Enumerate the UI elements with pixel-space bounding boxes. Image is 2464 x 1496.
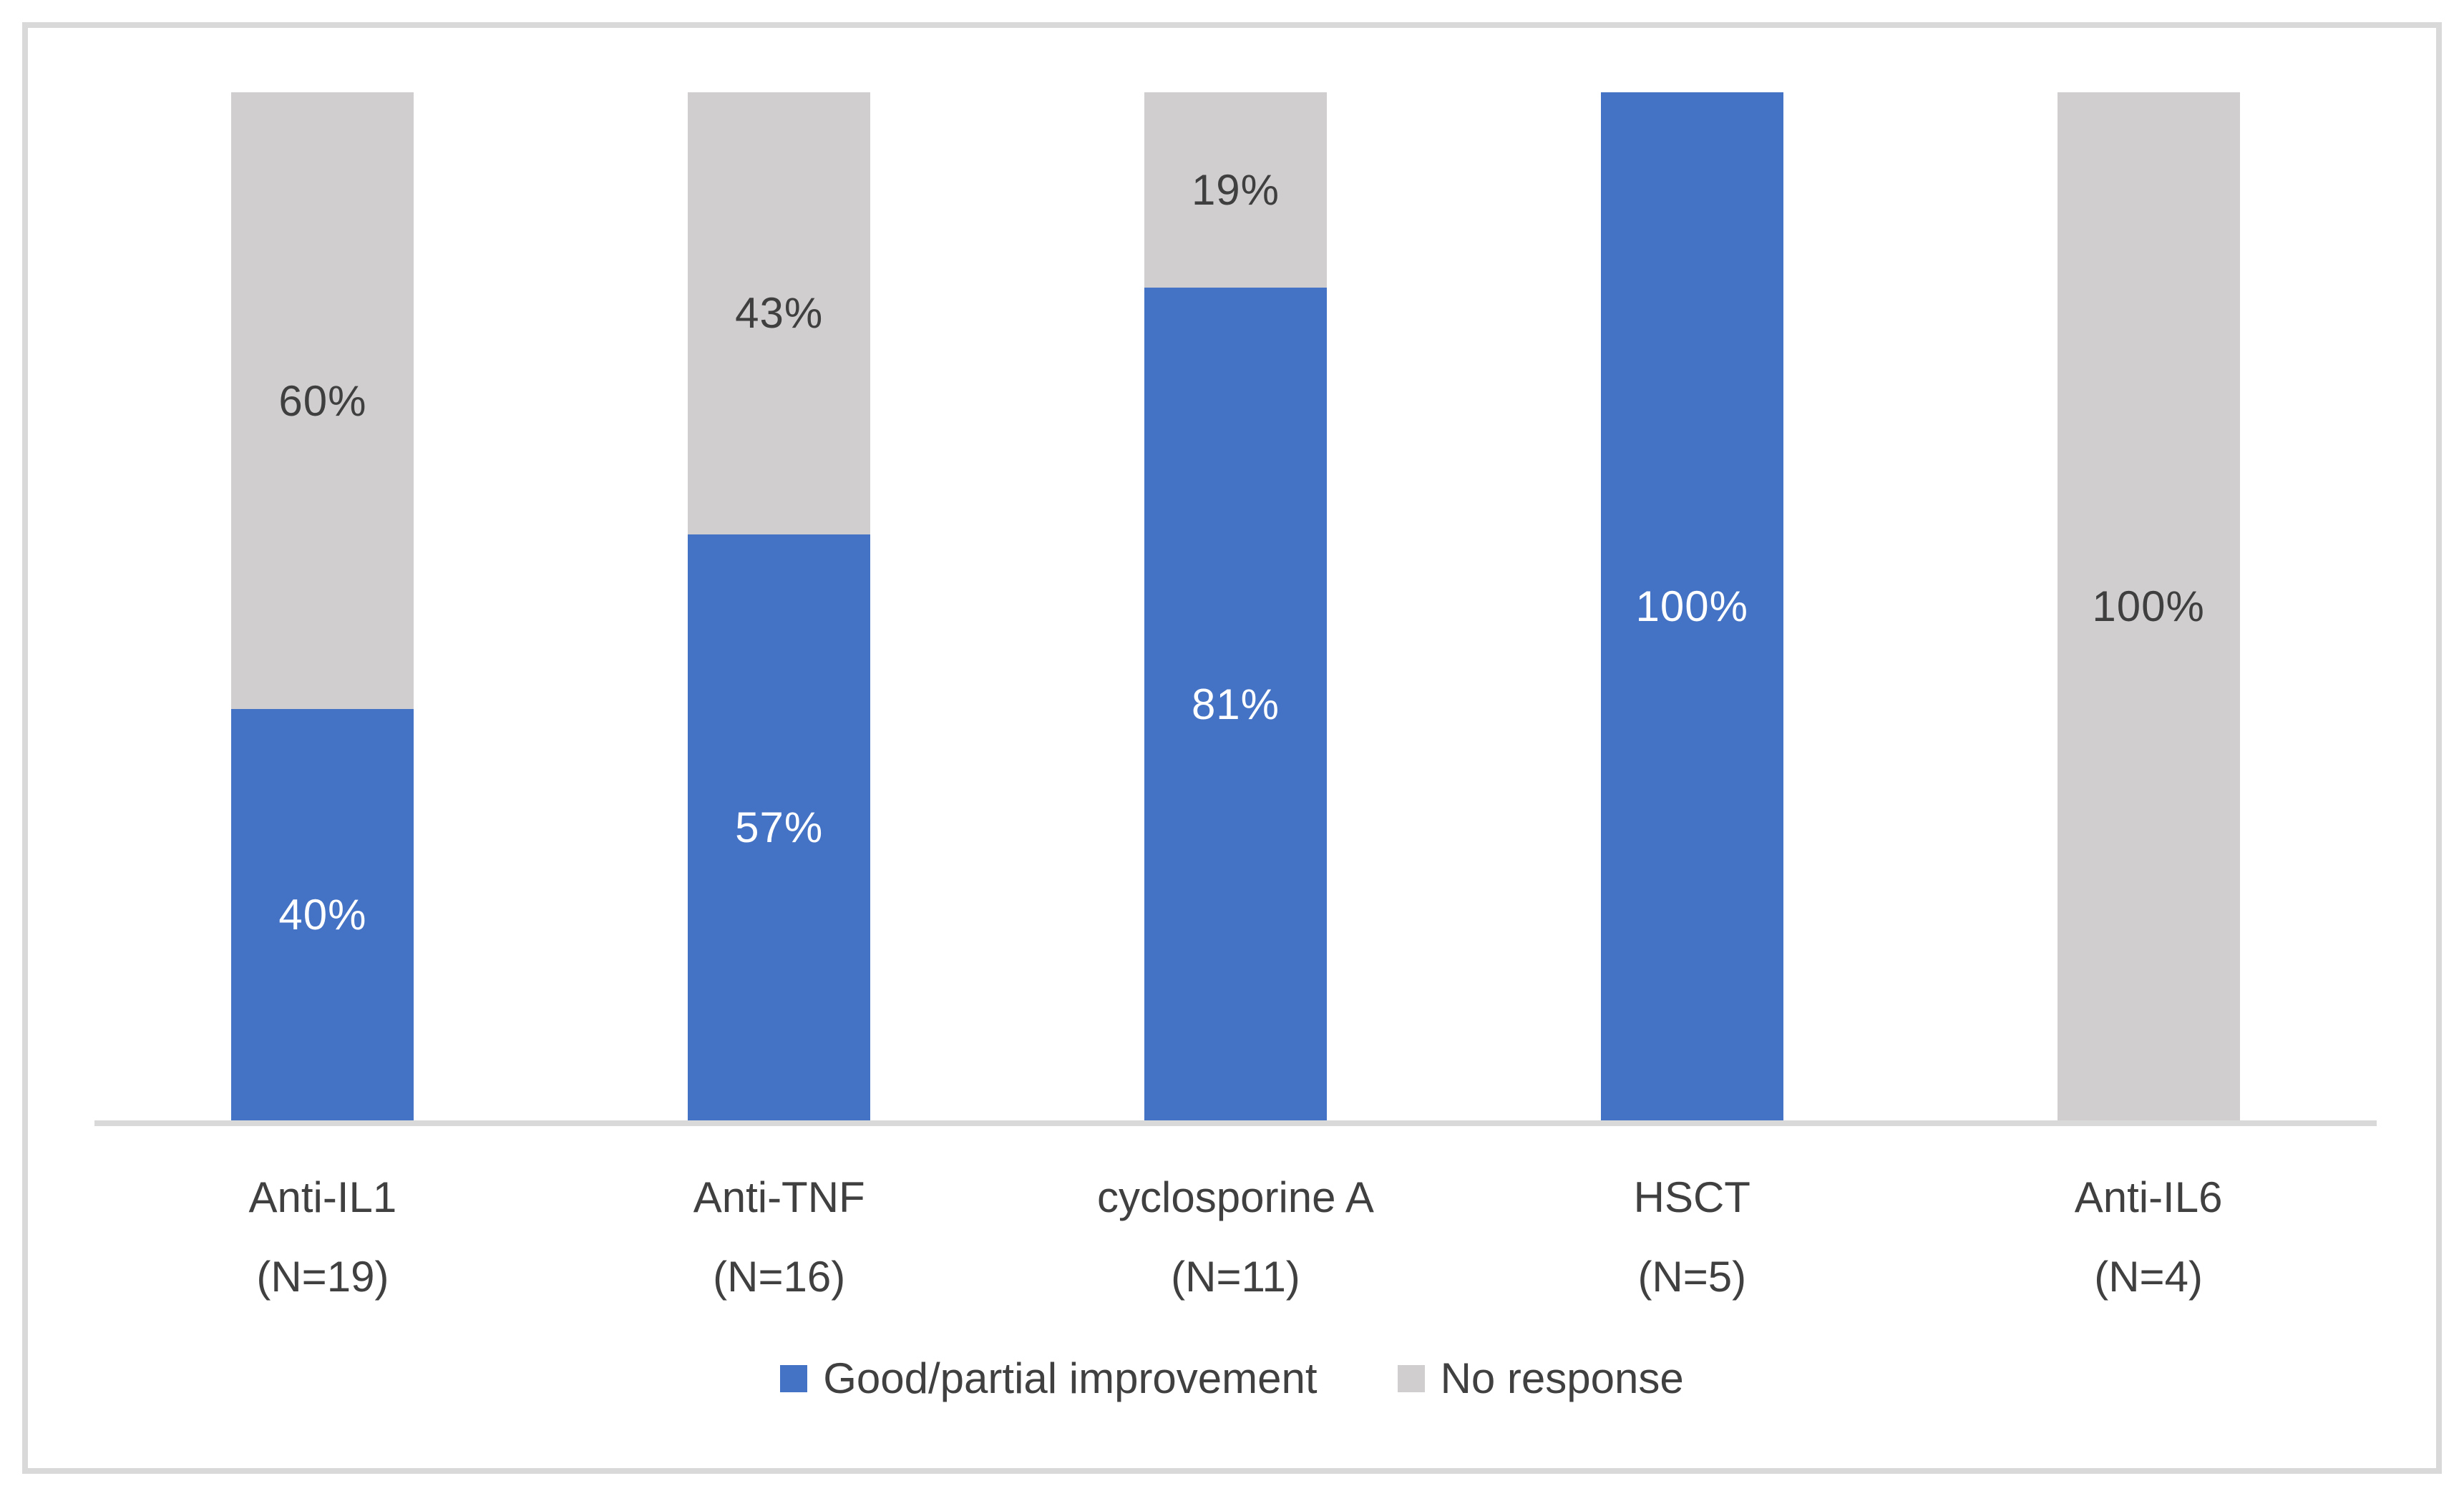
- x-axis-line: [94, 1120, 2377, 1126]
- segment-no-response-anti-il6: 100%: [2057, 92, 2240, 1120]
- category-n-count: (N=16): [713, 1253, 846, 1301]
- legend: Good/partial improvement No response: [0, 1354, 2464, 1403]
- bar-slot-anti-il6: 100%: [1920, 92, 2377, 1120]
- legend-swatch-no-response: [1397, 1364, 1425, 1392]
- data-label-good-partial-improvement-hsct: 100%: [1635, 582, 1749, 630]
- category-label-cyclosporine-a: cyclosporine A (N=11): [1008, 1158, 1464, 1316]
- category-n-count: (N=5): [1637, 1253, 1747, 1301]
- bar-slot-hsct: 100%: [1464, 92, 1920, 1120]
- chart-border-frame: [22, 22, 2442, 1474]
- data-label-good-partial-improvement-anti-tnf: 57%: [735, 803, 824, 851]
- bar-anti-il6: 100%: [2057, 92, 2240, 1120]
- segment-good-partial-improvement-anti-tnf: 57%: [688, 534, 871, 1120]
- bar-slot-anti-il1: 60% 40%: [94, 92, 551, 1120]
- segment-no-response-anti-il1: 60%: [231, 92, 414, 710]
- category-label-hsct: HSCT (N=5): [1464, 1158, 1920, 1316]
- bar-slot-cyclosporine-a: 19% 81%: [1008, 92, 1464, 1120]
- data-label-no-response-anti-tnf: 43%: [735, 289, 824, 338]
- category-n-count: (N=19): [256, 1253, 389, 1301]
- bar-cyclosporine-a: 19% 81%: [1144, 92, 1328, 1120]
- category-label-anti-il6: Anti-IL6 (N=4): [1920, 1158, 2377, 1316]
- segment-no-response-anti-tnf: 43%: [688, 92, 871, 534]
- category-n-count: (N=4): [2094, 1253, 2203, 1301]
- data-label-good-partial-improvement-cyclosporine-a: 81%: [1191, 680, 1280, 728]
- segment-good-partial-improvement-cyclosporine-a: 81%: [1144, 288, 1328, 1120]
- segment-good-partial-improvement-anti-il1: 40%: [231, 709, 414, 1120]
- data-label-no-response-anti-il6: 100%: [2092, 582, 2205, 630]
- category-label-anti-il1: Anti-IL1 (N=19): [94, 1158, 551, 1316]
- segment-good-partial-improvement-hsct: 100%: [1600, 92, 1783, 1120]
- bar-anti-il1: 60% 40%: [231, 92, 414, 1120]
- data-label-good-partial-improvement-anti-il1: 40%: [278, 891, 367, 939]
- bar-anti-tnf: 43% 57%: [688, 92, 871, 1120]
- category-n-count: (N=11): [1171, 1253, 1300, 1301]
- legend-label-good-partial-improvement: Good/partial improvement: [823, 1354, 1318, 1402]
- legend-label-no-response: No response: [1440, 1354, 1684, 1402]
- legend-item-good-partial-improvement: Good/partial improvement: [780, 1354, 1318, 1403]
- category-name: Anti-IL1: [248, 1173, 397, 1221]
- category-label-anti-tnf: Anti-TNF (N=16): [551, 1158, 1008, 1316]
- category-name: HSCT: [1633, 1173, 1750, 1221]
- category-name: Anti-TNF: [693, 1173, 865, 1221]
- x-axis-category-labels: Anti-IL1 (N=19) Anti-TNF (N=16) cyclosporine…: [94, 1158, 2377, 1316]
- bar-hsct: 100%: [1600, 92, 1783, 1120]
- legend-item-no-response: No response: [1397, 1354, 1684, 1403]
- data-label-no-response-anti-il1: 60%: [278, 376, 367, 425]
- segment-no-response-cyclosporine-a: 19%: [1144, 92, 1328, 288]
- data-label-no-response-cyclosporine-a: 19%: [1191, 166, 1280, 214]
- bar-slot-anti-tnf: 43% 57%: [551, 92, 1008, 1120]
- category-name: cyclosporine A: [1097, 1173, 1374, 1221]
- plot-area: 60% 40% 43% 57% 19% 81% 100% 100%: [94, 92, 2377, 1120]
- category-name: Anti-IL6: [2074, 1173, 2223, 1221]
- legend-swatch-good-partial-improvement: [780, 1364, 808, 1392]
